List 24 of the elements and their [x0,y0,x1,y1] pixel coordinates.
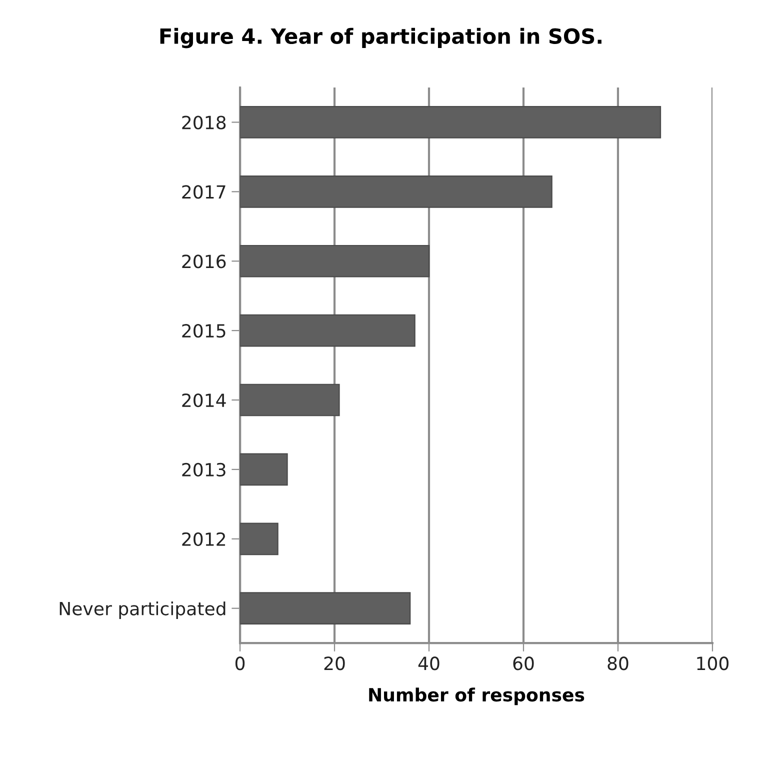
y-tick-label: Never participated [60,601,226,619]
y-tick-label: 2015 [182,324,226,338]
x-axis-title: Number of responses [369,688,584,706]
bar [240,314,416,347]
bar [240,592,411,625]
bar [240,176,552,208]
bar [240,522,278,556]
y-tick-label: 2016 [182,254,226,268]
x-tick-label: 0 [235,656,245,670]
y-tick-label: 2012 [182,532,226,546]
x-tick-label: 100 [697,656,728,670]
bar [240,244,430,278]
y-tick-label: 2014 [182,393,226,408]
x-tick-label: 60 [513,656,534,670]
chart-title: Figure 4. Year of participation in SOS. [160,28,602,48]
bar [240,106,662,138]
bar [240,384,340,416]
y-tick-label: 2017 [182,185,226,199]
x-tick-label: 40 [418,656,440,670]
x-tick-label: 80 [608,656,628,670]
y-tick-label: 2013 [182,462,226,477]
bar [240,453,288,486]
y-tick-label: 2018 [182,116,226,130]
x-tick-label: 20 [324,656,345,670]
